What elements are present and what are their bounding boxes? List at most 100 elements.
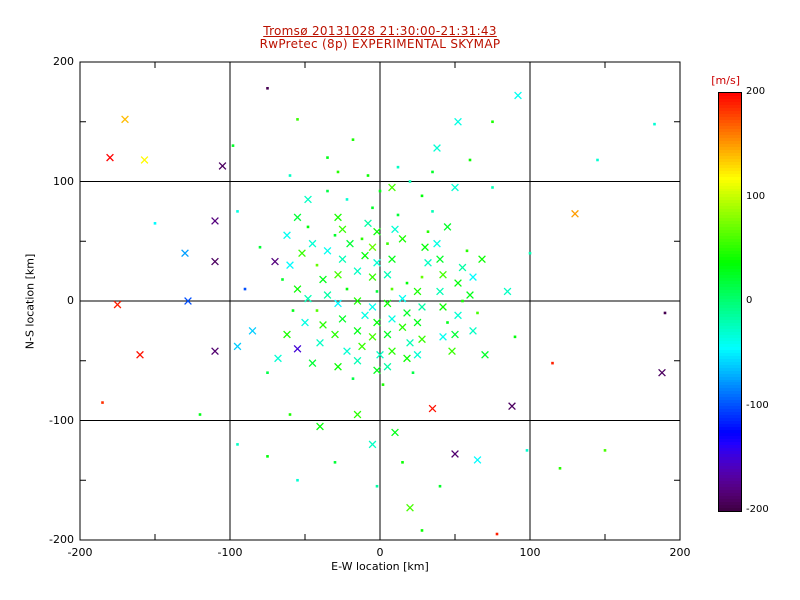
scatter-point-x [331,330,339,339]
colorbar [718,92,742,512]
scatter-point-dot [236,443,239,446]
colorbar-slice [719,107,741,111]
colorbar-slice [719,406,741,410]
colorbar-slice [719,221,741,225]
colorbar-slice [719,355,741,359]
scatter-point-x [304,195,312,204]
colorbar-slice [719,382,741,386]
colorbar-slice [719,412,741,416]
colorbar-slice [719,173,741,177]
scatter-point-x [368,440,377,449]
scatter-point-dot [663,311,667,315]
colorbar-slice [719,257,741,261]
colorbar-slice [719,463,741,467]
colorbar-slice [719,146,741,150]
colorbar-slice [719,504,741,508]
colorbar-slice [719,212,741,216]
scatter-point-x [424,258,432,267]
scatter-point-x [338,255,347,264]
colorbar-slice [719,188,741,192]
scatter-point-x [286,261,294,270]
scatter-point-x [439,332,447,341]
scatter-point-x [451,330,459,339]
colorbar-slice [719,385,741,389]
colorbar-slice [719,352,741,356]
colorbar-slice [719,370,741,374]
colorbar-slice [719,433,741,437]
scatter-point-x [364,219,372,228]
scatter-point-x [113,300,122,309]
scatter-point-x [373,366,381,375]
scatter-point-dot [326,189,329,193]
scatter-point-dot [381,383,385,386]
colorbar-slice [719,182,741,186]
colorbar-slice [719,307,741,311]
colorbar-tick-label: 200 [746,86,766,97]
colorbar-slice [719,266,741,270]
colorbar-slice [719,134,741,138]
colorbar-slice [719,269,741,273]
y-tick-label: 0 [67,294,74,307]
scatter-point-x [503,287,512,296]
scatter-point-x [248,327,257,335]
colorbar-slice [719,334,741,338]
colorbar-slice [719,218,741,222]
x-tick-label: -200 [67,546,93,559]
colorbar-slice [719,158,741,162]
colorbar-slice [719,328,741,332]
colorbar-slice [719,215,741,219]
colorbar-slice [719,346,741,350]
scatter-point-x [271,257,279,266]
x-tick-label: -100 [217,546,243,559]
colorbar-slice [719,239,741,243]
scatter-point-dot [333,461,337,464]
colorbar-slice [719,469,741,473]
scatter-point-x [211,217,219,225]
scatter-point-dot [426,230,430,233]
scatter-point-x [308,359,317,367]
scatter-point-dot [596,158,599,162]
colorbar-slice [719,397,741,401]
colorbar-slice [719,457,741,461]
x-tick-label: 200 [669,546,691,559]
colorbar-slice [719,251,741,255]
scatter-point-x [436,287,444,296]
scatter-point-x [334,362,342,371]
scatter-point-x [184,297,192,305]
colorbar-slice [719,224,741,228]
scatter-point-x [481,350,489,359]
colorbar-slice [719,275,741,279]
scatter-point-x [413,318,422,327]
scatter-point-dot [386,242,389,245]
scatter-point-x [398,323,407,332]
scatter-point-x [140,156,149,164]
scatter-point-dot [371,206,374,210]
scatter-point-x [218,162,227,170]
scatter-point-dot [558,467,562,470]
scatter-point-dot [336,170,340,174]
colorbar-slice [719,170,741,174]
scatter-point-dot [491,186,494,189]
scatter-point-dot [360,237,364,241]
colorbar-slice [719,245,741,249]
colorbar-slice [719,439,741,443]
colorbar-slice [719,155,741,159]
colorbar-slice [719,400,741,404]
colorbar-slice [719,388,741,392]
scatter-point-dot [513,335,517,339]
colorbar-slice [719,316,741,320]
colorbar-slice [719,501,741,505]
colorbar-slice [719,278,741,282]
colorbar-slice [719,322,741,326]
y-tick-label: 200 [53,55,74,68]
scatter-point-x [283,330,291,339]
scatter-point-x [383,362,392,371]
colorbar-slice [719,131,741,135]
scatter-point-x [388,347,396,356]
colorbar-slice [719,391,741,395]
scatter-point-dot [345,198,349,201]
colorbar-slice [719,164,741,168]
scatter-point-dot [315,309,319,312]
colorbar-slice [719,495,741,499]
